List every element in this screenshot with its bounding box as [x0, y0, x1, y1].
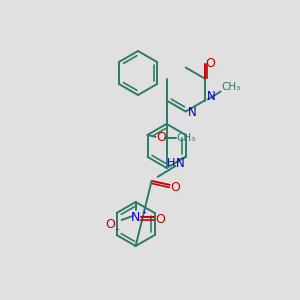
Text: ⁻: ⁻ — [114, 227, 119, 237]
Text: N: N — [131, 211, 140, 224]
Text: N: N — [207, 90, 216, 103]
Text: O: O — [157, 131, 166, 144]
Text: ⁺: ⁺ — [141, 210, 146, 220]
Text: N: N — [176, 158, 185, 170]
Text: O: O — [156, 212, 166, 226]
Text: H: H — [167, 158, 175, 168]
Text: O: O — [206, 57, 216, 70]
Text: CH₃: CH₃ — [176, 133, 195, 143]
Text: N: N — [188, 106, 197, 119]
Text: O: O — [106, 218, 116, 230]
Text: O: O — [171, 182, 181, 194]
Text: CH₃: CH₃ — [221, 82, 240, 92]
